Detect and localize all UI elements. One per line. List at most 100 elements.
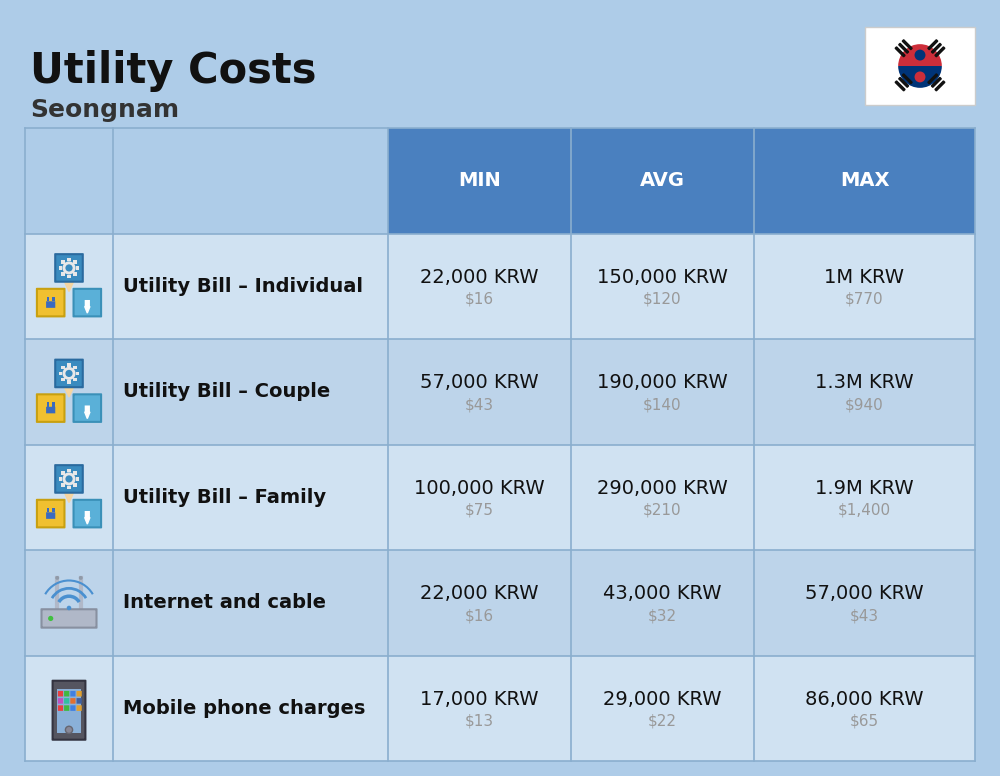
FancyBboxPatch shape — [76, 477, 79, 480]
Polygon shape — [64, 387, 74, 397]
Text: MIN: MIN — [458, 171, 501, 190]
FancyBboxPatch shape — [46, 512, 55, 519]
FancyBboxPatch shape — [67, 486, 71, 489]
Polygon shape — [899, 43, 909, 54]
Text: 57,000 KRW: 57,000 KRW — [420, 373, 539, 392]
Polygon shape — [931, 78, 941, 87]
FancyBboxPatch shape — [59, 372, 62, 375]
FancyBboxPatch shape — [73, 471, 77, 475]
FancyBboxPatch shape — [64, 705, 69, 711]
FancyBboxPatch shape — [77, 698, 82, 704]
FancyBboxPatch shape — [58, 691, 63, 697]
Text: $43: $43 — [850, 608, 879, 623]
FancyBboxPatch shape — [77, 705, 82, 711]
Circle shape — [62, 262, 76, 275]
Bar — [25, 128, 388, 234]
FancyBboxPatch shape — [52, 508, 55, 512]
FancyBboxPatch shape — [85, 406, 90, 412]
Circle shape — [915, 50, 925, 61]
Circle shape — [67, 606, 71, 610]
FancyBboxPatch shape — [37, 289, 64, 317]
Text: 86,000 KRW: 86,000 KRW — [805, 690, 924, 708]
Polygon shape — [895, 47, 905, 57]
FancyBboxPatch shape — [61, 272, 65, 275]
Text: $940: $940 — [845, 397, 884, 412]
FancyBboxPatch shape — [58, 698, 63, 704]
Circle shape — [65, 265, 73, 272]
Polygon shape — [899, 78, 909, 87]
FancyBboxPatch shape — [53, 681, 85, 740]
FancyBboxPatch shape — [67, 469, 71, 472]
FancyBboxPatch shape — [865, 27, 975, 105]
FancyBboxPatch shape — [52, 296, 55, 301]
FancyBboxPatch shape — [73, 483, 77, 487]
FancyBboxPatch shape — [61, 365, 65, 369]
Circle shape — [62, 473, 76, 486]
Polygon shape — [935, 47, 945, 57]
FancyBboxPatch shape — [76, 266, 79, 269]
Text: Internet and cable: Internet and cable — [123, 593, 326, 612]
FancyBboxPatch shape — [37, 394, 64, 422]
Text: 1M KRW: 1M KRW — [824, 268, 904, 287]
Text: $32: $32 — [648, 608, 677, 623]
FancyBboxPatch shape — [67, 275, 71, 278]
Text: 29,000 KRW: 29,000 KRW — [603, 690, 722, 708]
FancyBboxPatch shape — [47, 296, 49, 301]
FancyBboxPatch shape — [67, 363, 71, 366]
Text: Utility Bill – Family: Utility Bill – Family — [123, 488, 326, 507]
FancyBboxPatch shape — [61, 260, 65, 264]
Polygon shape — [85, 412, 90, 418]
FancyBboxPatch shape — [61, 471, 65, 475]
Polygon shape — [85, 518, 90, 524]
Polygon shape — [931, 43, 941, 54]
Text: 22,000 KRW: 22,000 KRW — [420, 584, 539, 603]
Circle shape — [62, 367, 76, 380]
Circle shape — [65, 370, 73, 377]
Text: $65: $65 — [850, 714, 879, 729]
Bar — [25, 550, 975, 656]
Polygon shape — [64, 493, 74, 503]
Bar — [754, 128, 975, 234]
FancyBboxPatch shape — [58, 705, 63, 711]
Text: $140: $140 — [643, 397, 682, 412]
FancyBboxPatch shape — [55, 255, 83, 282]
FancyBboxPatch shape — [67, 380, 71, 383]
Bar — [25, 339, 975, 445]
Wedge shape — [898, 44, 942, 66]
FancyBboxPatch shape — [46, 301, 55, 308]
FancyBboxPatch shape — [46, 407, 55, 414]
Text: 1.9M KRW: 1.9M KRW — [815, 479, 914, 497]
FancyBboxPatch shape — [59, 266, 62, 269]
Text: MAX: MAX — [840, 171, 889, 190]
Text: Utility Bill – Couple: Utility Bill – Couple — [123, 383, 330, 401]
Bar — [388, 128, 571, 234]
Text: $1,400: $1,400 — [838, 503, 891, 518]
FancyBboxPatch shape — [73, 272, 77, 275]
Text: $22: $22 — [648, 714, 677, 729]
Circle shape — [65, 476, 73, 483]
Circle shape — [48, 616, 53, 621]
FancyBboxPatch shape — [74, 500, 101, 528]
Circle shape — [79, 576, 83, 580]
FancyBboxPatch shape — [85, 511, 90, 518]
Circle shape — [65, 726, 73, 733]
Text: $120: $120 — [643, 292, 682, 307]
Text: $770: $770 — [845, 292, 884, 307]
FancyBboxPatch shape — [85, 300, 90, 307]
FancyBboxPatch shape — [52, 402, 55, 407]
Polygon shape — [64, 282, 74, 292]
Text: $210: $210 — [643, 503, 682, 518]
FancyBboxPatch shape — [64, 698, 69, 704]
Text: $16: $16 — [465, 608, 494, 623]
Polygon shape — [902, 40, 912, 50]
FancyBboxPatch shape — [55, 359, 83, 387]
FancyBboxPatch shape — [76, 372, 79, 375]
Text: $16: $16 — [465, 292, 494, 307]
Wedge shape — [898, 66, 942, 88]
Circle shape — [915, 71, 925, 82]
Text: 43,000 KRW: 43,000 KRW — [603, 584, 722, 603]
Polygon shape — [895, 81, 905, 91]
Text: AVG: AVG — [640, 171, 685, 190]
Text: $43: $43 — [465, 397, 494, 412]
Text: $75: $75 — [465, 503, 494, 518]
